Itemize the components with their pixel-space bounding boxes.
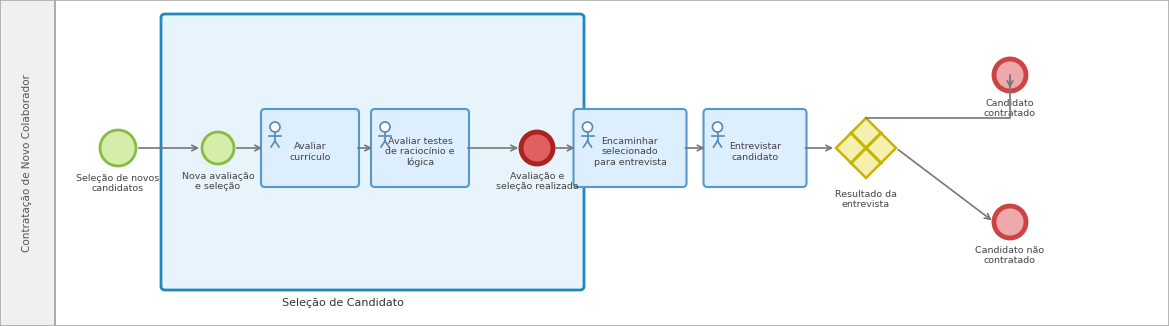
Text: Seleção de novos
candidatos: Seleção de novos candidatos [76, 174, 160, 193]
Text: Avaliar testes
de raciocínio e
lógica: Avaliar testes de raciocínio e lógica [386, 137, 455, 167]
Text: Resultado da
entrevista: Resultado da entrevista [835, 190, 897, 209]
FancyBboxPatch shape [371, 109, 469, 187]
Circle shape [270, 122, 281, 132]
FancyBboxPatch shape [574, 109, 686, 187]
Circle shape [521, 132, 553, 164]
Circle shape [101, 130, 136, 166]
Circle shape [994, 206, 1026, 238]
Text: Encaminhar
selecionado
para entrevista: Encaminhar selecionado para entrevista [594, 137, 666, 167]
Circle shape [994, 59, 1026, 91]
Text: Seleção de Candidato: Seleção de Candidato [282, 298, 403, 308]
Polygon shape [836, 118, 895, 178]
FancyBboxPatch shape [161, 14, 584, 290]
Text: Contratação de Novo Colaborador: Contratação de Novo Colaborador [22, 74, 33, 252]
FancyBboxPatch shape [704, 109, 807, 187]
Text: Entrevistar
candidato: Entrevistar candidato [729, 142, 781, 162]
Text: Candidato
contratado: Candidato contratado [984, 99, 1036, 118]
Circle shape [582, 122, 593, 132]
Text: Nova avaliação
e seleção: Nova avaliação e seleção [181, 172, 255, 191]
Text: Avaliar
currículo: Avaliar currículo [289, 142, 331, 162]
Circle shape [380, 122, 390, 132]
FancyBboxPatch shape [0, 0, 55, 326]
Text: Candidato não
contratado: Candidato não contratado [975, 246, 1045, 265]
Text: Avaliação e
seleção realizada: Avaliação e seleção realizada [496, 172, 579, 191]
Circle shape [712, 122, 722, 132]
FancyBboxPatch shape [261, 109, 359, 187]
Circle shape [202, 132, 234, 164]
